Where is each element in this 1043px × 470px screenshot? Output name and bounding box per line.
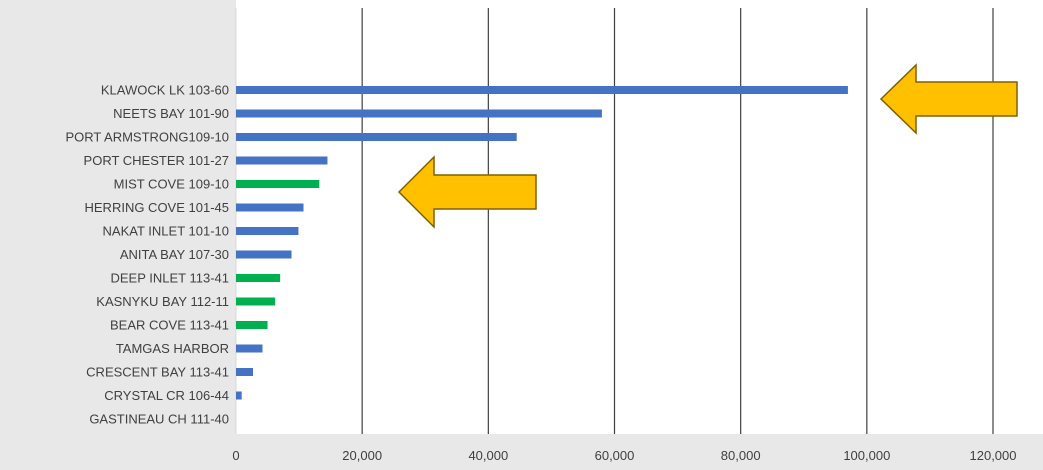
category-label: HERRING COVE 101-45 [85, 200, 230, 215]
category-label: PORT CHESTER 101-27 [84, 153, 229, 168]
x-tick-label: 60,000 [595, 448, 635, 463]
annotation-arrow-icon [397, 155, 537, 229]
category-label: KASNYKU BAY 112-11 [96, 294, 229, 309]
category-label: GASTINEAU CH 111-40 [89, 412, 229, 427]
category-label: MIST COVE 109-10 [114, 177, 229, 192]
annotations [397, 63, 1018, 229]
category-label: CRESCENT BAY 113-41 [86, 365, 229, 380]
category-label: ANITA BAY 107-30 [120, 247, 229, 262]
bar [236, 203, 304, 212]
bar [236, 368, 254, 376]
bar [236, 133, 517, 141]
x-tick-label: 40,000 [468, 448, 508, 463]
category-label: KLAWOCK LK 103-60 [101, 83, 229, 98]
bar [236, 391, 242, 400]
plot-area [236, 0, 1043, 434]
x-tick-labels: 0 20,000 40,000 60,000 80,000 100,000 120,000 [232, 448, 1016, 463]
bar [236, 227, 299, 235]
bars [236, 86, 848, 400]
x-tick-label: 100,000 [843, 448, 890, 463]
bar [236, 180, 320, 188]
category-label: BEAR COVE 113-41 [110, 318, 229, 333]
category-label: DEEP INLET 113-41 [110, 271, 229, 286]
x-tick-label: 80,000 [721, 448, 761, 463]
bar [236, 156, 328, 165]
bar [236, 297, 276, 306]
bar [236, 250, 292, 259]
bar [236, 321, 268, 329]
x-tick-label: 20,000 [342, 448, 382, 463]
gridlines [235, 8, 994, 434]
bar [236, 274, 281, 282]
x-tick-label: 120,000 [970, 448, 1017, 463]
category-labels: KLAWOCK LK 103-60 NEETS BAY 101-90 PORT AR… [65, 83, 229, 427]
category-label: TAMGAS HARBOR [116, 341, 229, 356]
bar [236, 109, 602, 118]
category-label: NEETS BAY 101-90 [113, 106, 229, 121]
category-label: CRYSTAL CR 106-44 [104, 388, 229, 403]
category-label: NAKAT INLET 101-10 [103, 224, 229, 239]
bar [236, 344, 263, 353]
x-tick-label: 0 [232, 448, 239, 463]
annotation-arrow-icon [879, 63, 1018, 135]
category-label: PORT ARMSTRONG109-10 [65, 130, 229, 145]
bar [236, 86, 848, 94]
